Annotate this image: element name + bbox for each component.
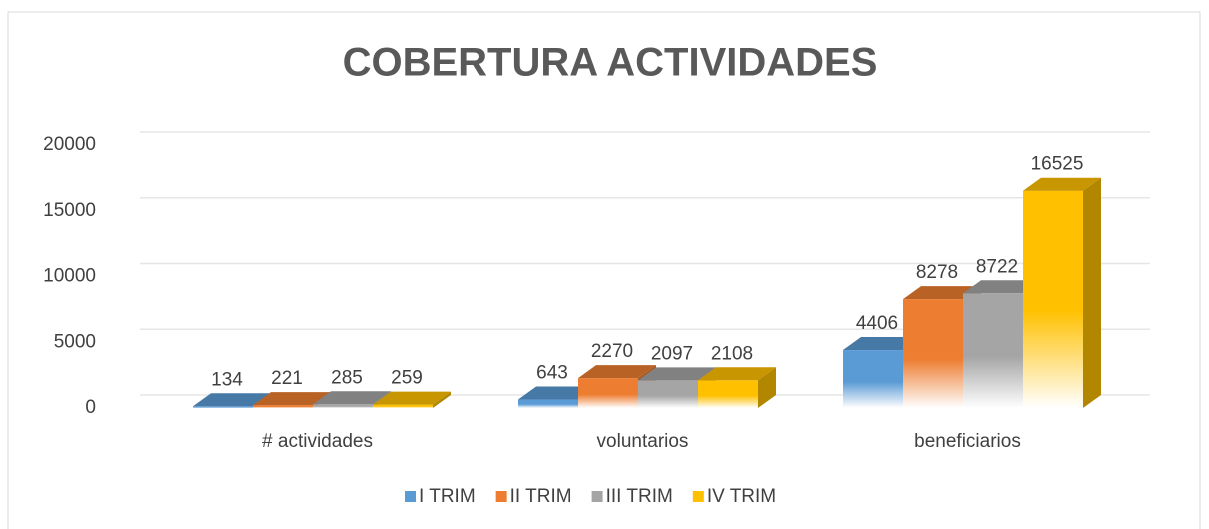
chart-frame [7, 11, 1201, 529]
bar-top [843, 337, 921, 351]
bar-front [903, 299, 963, 408]
bar-top [1023, 177, 1101, 191]
bar-front [578, 378, 638, 408]
bar-front [698, 380, 758, 408]
bar [698, 367, 776, 408]
bar-top [253, 392, 331, 406]
data-label: 8278 [916, 262, 958, 283]
bar-top [578, 365, 656, 379]
data-label: 2270 [591, 341, 633, 362]
legend-label: II TRIM [510, 486, 572, 507]
bar-side [758, 367, 776, 408]
x-tick-label: beneficiarios [914, 431, 1021, 452]
data-label: 221 [271, 368, 303, 389]
bar-top [638, 367, 716, 381]
data-label: 285 [331, 367, 363, 388]
data-label: 134 [211, 369, 243, 390]
data-label: 4406 [856, 313, 898, 334]
bar-front [373, 404, 433, 408]
bar-side [1083, 177, 1101, 408]
data-label: 2097 [651, 343, 693, 364]
legend-label: I TRIM [419, 486, 476, 507]
data-label: 16525 [1031, 154, 1084, 175]
data-label: 259 [391, 368, 423, 389]
x-tick-label: voluntarios [597, 431, 689, 452]
bar-top [903, 286, 981, 300]
bar-front [253, 405, 313, 408]
bar-top [373, 391, 451, 405]
chart-title: COBERTURA ACTIVIDADES [343, 41, 878, 85]
legend-swatch [405, 491, 416, 502]
x-tick-label: # actividades [262, 431, 373, 452]
data-label: 643 [536, 363, 568, 384]
y-tick-label: 5000 [54, 331, 96, 352]
legend-swatch [591, 491, 603, 502]
y-tick-label: 0 [85, 397, 96, 418]
bar-top [518, 386, 596, 400]
bar-top [698, 367, 776, 381]
legend-swatch [692, 491, 704, 502]
bar-front [963, 293, 1023, 408]
data-label: 2108 [711, 343, 753, 364]
bar-front [638, 380, 698, 408]
data-label: 8722 [976, 256, 1018, 277]
bar [1023, 177, 1101, 408]
bar-top [313, 391, 391, 405]
y-tick-label: 20000 [43, 134, 96, 155]
legend-swatch [495, 491, 507, 502]
bar-front [313, 404, 373, 408]
y-tick-label: 10000 [43, 266, 96, 287]
legend-label: III TRIM [606, 486, 673, 507]
bar-front [518, 399, 578, 408]
y-tick-label: 15000 [43, 200, 96, 221]
bar [373, 391, 451, 408]
bar-front [1023, 190, 1083, 408]
bar-top [193, 393, 271, 407]
bar-top [963, 280, 1041, 294]
bar-front [193, 406, 253, 408]
bar-side [433, 391, 451, 408]
bar-front [843, 350, 903, 408]
legend-label: IV TRIM [707, 486, 776, 507]
